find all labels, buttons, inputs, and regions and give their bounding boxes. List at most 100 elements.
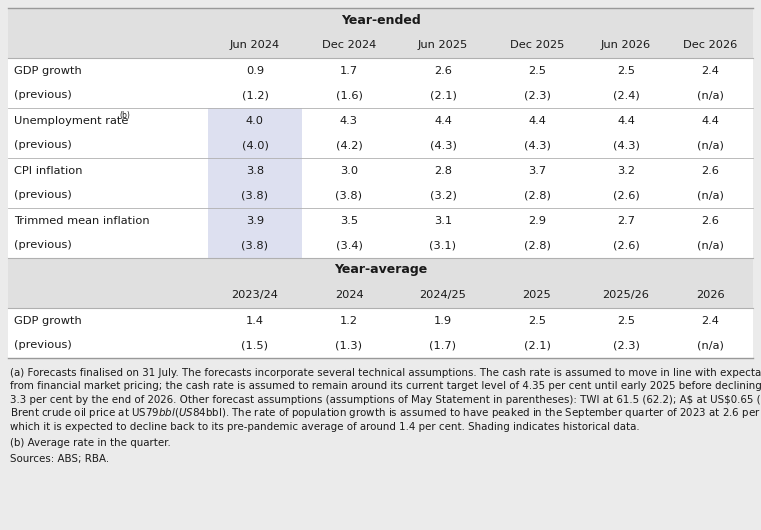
Text: 2025/26: 2025/26 <box>603 290 649 300</box>
Text: (2.6): (2.6) <box>613 190 639 200</box>
Text: (b) Average rate in the quarter.: (b) Average rate in the quarter. <box>10 438 170 448</box>
Bar <box>208 108 302 133</box>
Text: 4.4: 4.4 <box>434 116 452 126</box>
Text: (b): (b) <box>119 111 130 120</box>
Bar <box>208 158 302 183</box>
Text: 2026: 2026 <box>696 290 724 300</box>
Text: 3.0: 3.0 <box>340 165 358 175</box>
Text: 2025: 2025 <box>523 290 552 300</box>
Bar <box>208 208 302 233</box>
Text: Jun 2024: Jun 2024 <box>230 40 280 50</box>
Text: 0.9: 0.9 <box>246 66 264 75</box>
Text: (1.7): (1.7) <box>429 340 457 350</box>
Text: (2.8): (2.8) <box>524 241 550 251</box>
Text: (2.1): (2.1) <box>429 91 457 101</box>
Text: (n/a): (n/a) <box>697 190 724 200</box>
Text: 2024: 2024 <box>335 290 363 300</box>
Text: 2.9: 2.9 <box>528 216 546 225</box>
Text: 3.5: 3.5 <box>340 216 358 225</box>
Text: 4.4: 4.4 <box>617 116 635 126</box>
Text: 2.6: 2.6 <box>434 66 452 75</box>
Text: 2.4: 2.4 <box>702 66 719 75</box>
Text: (a) Forecasts finalised on 31 July. The forecasts incorporate several technical : (a) Forecasts finalised on 31 July. The … <box>10 368 761 378</box>
Text: 1.9: 1.9 <box>434 315 452 325</box>
Text: 1.7: 1.7 <box>340 66 358 75</box>
Text: Dec 2024: Dec 2024 <box>322 40 376 50</box>
Text: which it is expected to decline back to its pre-pandemic average of around 1.4 p: which it is expected to decline back to … <box>10 422 640 432</box>
Text: 1.2: 1.2 <box>340 315 358 325</box>
Text: (n/a): (n/a) <box>697 140 724 151</box>
Text: Sources: ABS; RBA.: Sources: ABS; RBA. <box>10 454 109 464</box>
Text: (4.3): (4.3) <box>613 140 639 151</box>
Text: 3.7: 3.7 <box>528 165 546 175</box>
Text: 2.7: 2.7 <box>617 216 635 225</box>
Text: Year-average: Year-average <box>334 263 427 277</box>
Text: Jun 2026: Jun 2026 <box>601 40 651 50</box>
Text: (1.2): (1.2) <box>241 91 269 101</box>
Text: (3.2): (3.2) <box>429 190 457 200</box>
Text: CPI inflation: CPI inflation <box>14 165 82 175</box>
Text: 2.5: 2.5 <box>617 315 635 325</box>
Text: (3.8): (3.8) <box>241 190 269 200</box>
Text: 3.3 per cent by the end of 2026. Other forecast assumptions (assumptions of May : 3.3 per cent by the end of 2026. Other f… <box>10 395 761 405</box>
Text: (4.3): (4.3) <box>429 140 457 151</box>
Text: 2.5: 2.5 <box>617 66 635 75</box>
Text: 3.8: 3.8 <box>246 165 264 175</box>
Text: (3.8): (3.8) <box>241 241 269 251</box>
Text: Dec 2026: Dec 2026 <box>683 40 737 50</box>
Text: 3.2: 3.2 <box>617 165 635 175</box>
Bar <box>8 282 753 308</box>
Text: (previous): (previous) <box>14 91 72 101</box>
Text: 2.6: 2.6 <box>702 216 719 225</box>
Text: (2.8): (2.8) <box>524 190 550 200</box>
Text: 2.5: 2.5 <box>528 66 546 75</box>
Text: (3.8): (3.8) <box>336 190 362 200</box>
Text: Dec 2025: Dec 2025 <box>510 40 564 50</box>
Text: (4.2): (4.2) <box>336 140 362 151</box>
Text: GDP growth: GDP growth <box>14 66 81 75</box>
Text: Unemployment rate: Unemployment rate <box>14 116 129 126</box>
Text: 4.3: 4.3 <box>340 116 358 126</box>
Text: 3.1: 3.1 <box>434 216 452 225</box>
Text: (2.4): (2.4) <box>613 91 639 101</box>
Bar <box>208 183 302 208</box>
Text: (3.1): (3.1) <box>429 241 457 251</box>
Text: 2.8: 2.8 <box>434 165 452 175</box>
Text: (1.6): (1.6) <box>336 91 362 101</box>
Text: (n/a): (n/a) <box>697 91 724 101</box>
Text: (previous): (previous) <box>14 140 72 151</box>
Text: GDP growth: GDP growth <box>14 315 81 325</box>
Text: 1.4: 1.4 <box>246 315 264 325</box>
Text: 3.9: 3.9 <box>246 216 264 225</box>
Text: from financial market pricing; the cash rate is assumed to remain around its cur: from financial market pricing; the cash … <box>10 381 761 391</box>
Bar <box>8 32 753 58</box>
Text: 2.5: 2.5 <box>528 315 546 325</box>
Text: 2024/25: 2024/25 <box>419 290 466 300</box>
Text: (n/a): (n/a) <box>697 241 724 251</box>
Text: (3.4): (3.4) <box>336 241 362 251</box>
Text: (previous): (previous) <box>14 190 72 200</box>
Bar <box>8 58 753 258</box>
Text: (2.6): (2.6) <box>613 241 639 251</box>
Text: 2.6: 2.6 <box>702 165 719 175</box>
Bar <box>8 308 753 358</box>
Text: (4.0): (4.0) <box>241 140 269 151</box>
Bar <box>8 258 753 282</box>
Text: (previous): (previous) <box>14 241 72 251</box>
Text: (2.1): (2.1) <box>524 340 550 350</box>
Text: 4.0: 4.0 <box>246 116 264 126</box>
Text: Year-ended: Year-ended <box>341 13 420 26</box>
Text: (1.5): (1.5) <box>241 340 269 350</box>
Text: (n/a): (n/a) <box>697 340 724 350</box>
Text: (2.3): (2.3) <box>524 91 550 101</box>
Text: (previous): (previous) <box>14 340 72 350</box>
Text: 2.4: 2.4 <box>702 315 719 325</box>
Bar <box>208 133 302 158</box>
Text: 2023/24: 2023/24 <box>231 290 279 300</box>
Text: 4.4: 4.4 <box>528 116 546 126</box>
Text: 4.4: 4.4 <box>702 116 719 126</box>
Bar <box>8 8 753 32</box>
Text: Jun 2025: Jun 2025 <box>418 40 468 50</box>
Text: Brent crude oil price at US$79bbl (US$84bbl). The rate of population growth is a: Brent crude oil price at US$79bbl (US$84… <box>10 407 761 420</box>
Text: (2.3): (2.3) <box>613 340 639 350</box>
